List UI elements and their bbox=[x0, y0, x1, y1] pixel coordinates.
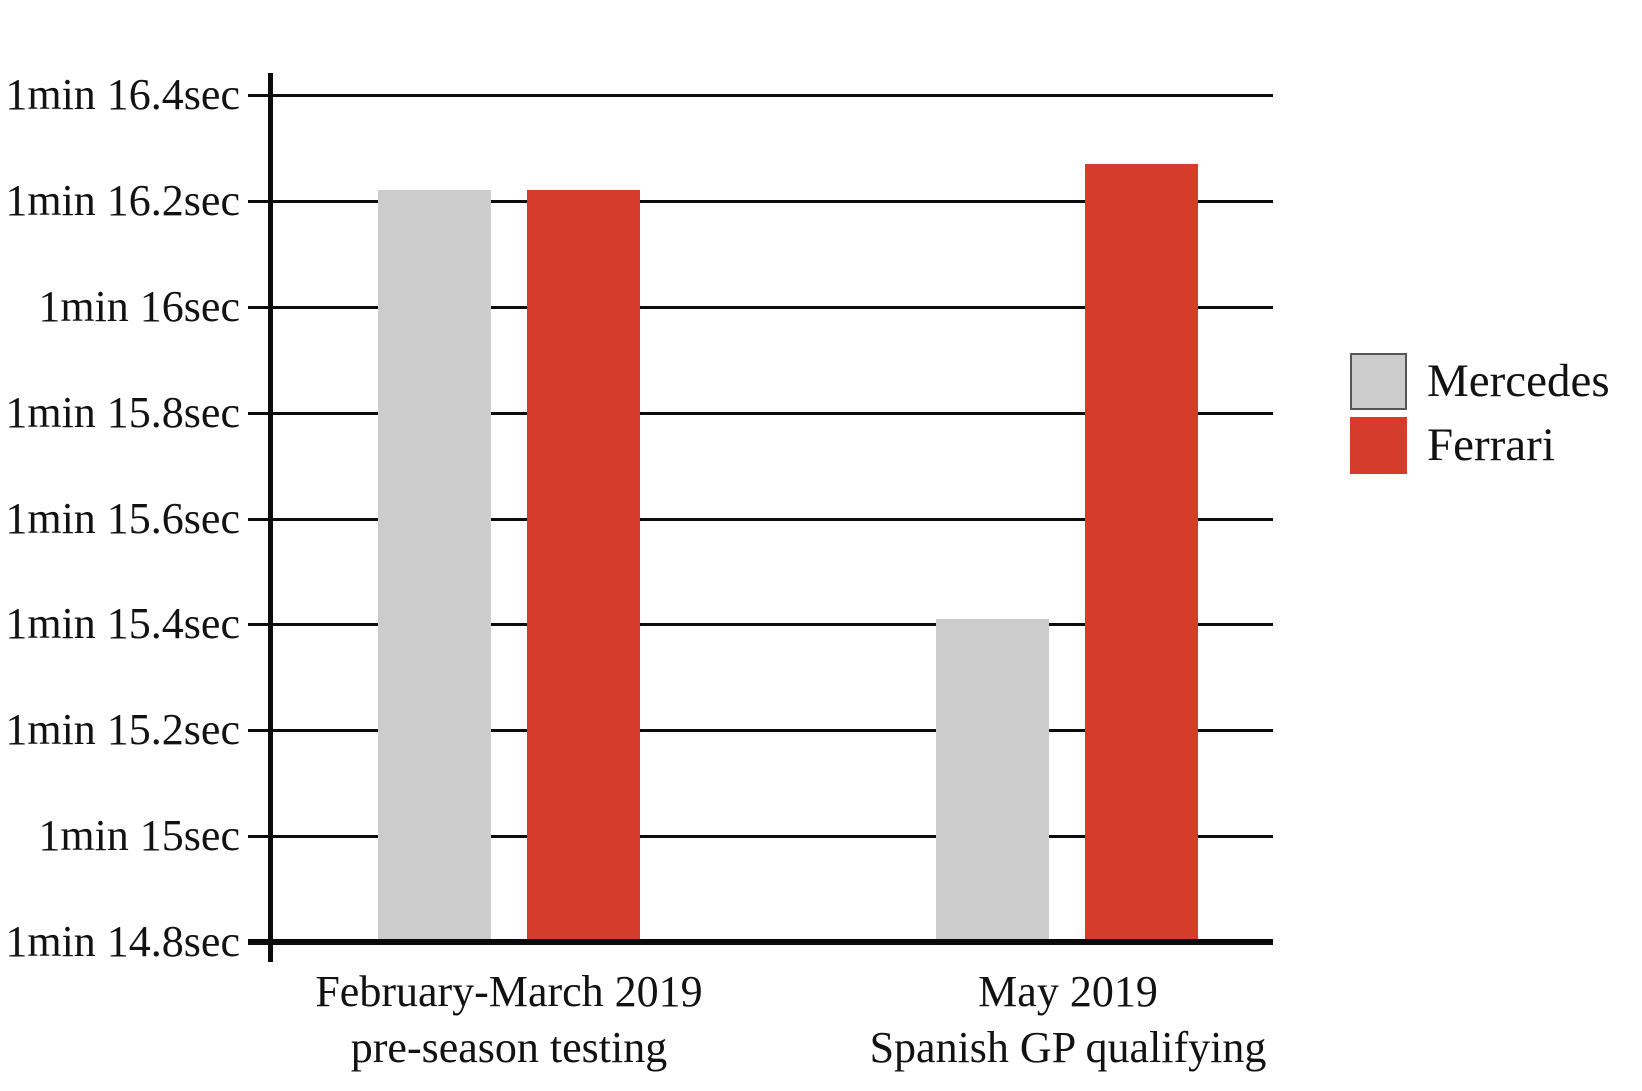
gridline bbox=[248, 199, 1273, 203]
x-category-label-line: May 2019 bbox=[978, 967, 1158, 1016]
bar-mercedes-1 bbox=[378, 190, 491, 942]
gridline bbox=[248, 729, 1273, 733]
gridline bbox=[248, 94, 1273, 97]
x-category-label: February-March 2019 pre-season testing bbox=[199, 964, 819, 1076]
y-axis-line bbox=[268, 73, 273, 962]
legend-entry-ferrari: Ferrari bbox=[1350, 417, 1555, 474]
x-category-label-line: Spanish GP qualifying bbox=[869, 1023, 1267, 1072]
gridline bbox=[248, 305, 1273, 309]
y-tick-label: 1min 15.6sec bbox=[5, 493, 240, 543]
legend-label: Ferrari bbox=[1427, 419, 1555, 471]
y-tick-label: 1min 15.8sec bbox=[5, 387, 240, 437]
y-tick-label: 1min 16.4sec bbox=[5, 70, 240, 119]
legend-entry-mercedes: Mercedes bbox=[1350, 353, 1610, 410]
bar-ferrari-2 bbox=[1085, 163, 1198, 942]
legend-label: Mercedes bbox=[1427, 355, 1610, 407]
y-tick-label: 1min 16sec bbox=[38, 281, 240, 331]
y-tick-label: 1min 16.2sec bbox=[5, 175, 240, 225]
bar-ferrari-1 bbox=[527, 190, 640, 942]
gridline bbox=[248, 411, 1273, 415]
legend-swatch-ferrari bbox=[1350, 417, 1407, 474]
y-tick-label: 1min 15.4sec bbox=[5, 599, 240, 649]
y-tick-label: 1min 15.2sec bbox=[5, 705, 240, 755]
x-category-label: May 2019 Spanish GP qualifying bbox=[758, 964, 1378, 1076]
y-tick-label: 1min 14.8sec bbox=[5, 917, 240, 966]
gridline bbox=[248, 623, 1273, 627]
gridline bbox=[248, 517, 1273, 521]
gridline bbox=[248, 835, 1273, 839]
legend-swatch-mercedes bbox=[1350, 353, 1407, 410]
x-category-label-line: pre-season testing bbox=[350, 1023, 668, 1072]
y-tick-label: 1min 15sec bbox=[38, 811, 240, 861]
bar-mercedes-2 bbox=[936, 619, 1049, 942]
x-category-label-line: February-March 2019 bbox=[315, 967, 703, 1016]
x-axis-line bbox=[248, 939, 1273, 945]
